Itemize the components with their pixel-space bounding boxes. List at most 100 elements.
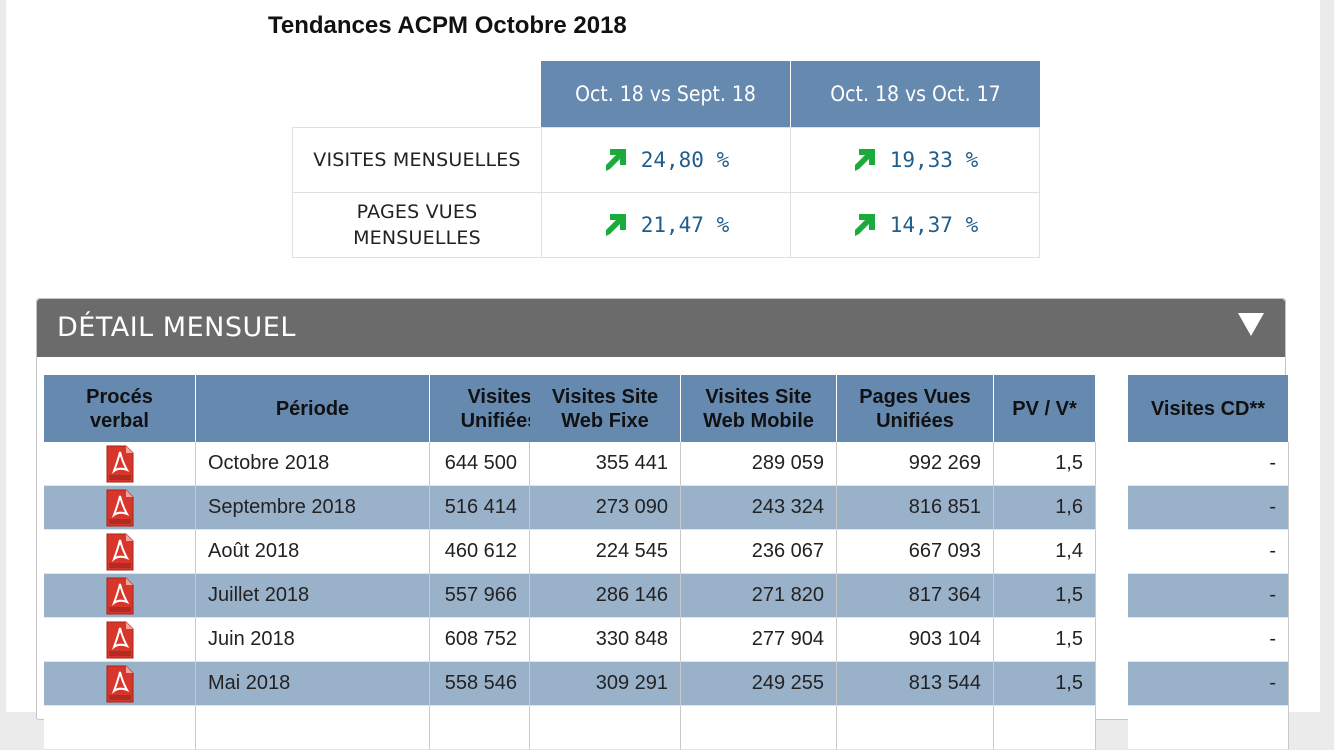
cell-pv-v: 1,5 <box>994 662 1096 706</box>
col-header-web-mobile: Visites Site Web Mobile <box>681 375 837 442</box>
cell-periode: Septembre 2018 <box>196 486 430 530</box>
cell-pdf[interactable] <box>44 530 196 574</box>
col-header-periode: Période <box>196 375 430 442</box>
cell-web-mobile-text: 236 067 <box>751 540 824 562</box>
cell-periode-text: Juin 2018 <box>208 628 295 650</box>
cell-periode: Août 2018 <box>196 530 430 574</box>
col-header-visites-cd: Visites CD** <box>1128 375 1289 442</box>
cell-visites-cd: - <box>1128 530 1289 574</box>
cell-web-fixe: 273 090 <box>530 486 681 530</box>
cell-web-mobile: 249 255 <box>681 662 837 706</box>
cell-pages-vues-text: 817 364 <box>908 584 981 606</box>
triangle-down-icon[interactable] <box>1237 312 1265 338</box>
cell-pdf[interactable] <box>44 574 196 618</box>
col-header-line: Web Fixe <box>561 409 649 432</box>
cell-visites-unifiees: 460 612 <box>430 530 530 574</box>
cell-web-fixe-text: 355 441 <box>595 452 668 474</box>
cell-pdf <box>44 706 196 750</box>
pdf-file-icon[interactable] <box>105 665 135 703</box>
cell-periode: Octobre 2018 <box>196 442 430 486</box>
col-header-line: PV / V* <box>1012 397 1077 420</box>
cell-pages-vues: 813 544 <box>837 662 994 706</box>
col-header-line: Procés <box>86 385 153 408</box>
cell-pdf[interactable] <box>44 486 196 530</box>
cell-periode <box>196 706 430 750</box>
cell-web-mobile-text: 289 059 <box>751 452 824 474</box>
trends-header-month: Oct. 18 vs Sept. 18 <box>541 61 790 127</box>
cell-pdf[interactable] <box>44 442 196 486</box>
col-header-line: Visites Site <box>705 385 812 408</box>
cell-periode: Juin 2018 <box>196 618 430 662</box>
detail-panel-header[interactable]: DÉTAIL MENSUEL <box>37 299 1285 357</box>
cell-web-fixe-text: 273 090 <box>595 496 668 518</box>
page-title: Tendances ACPM Octobre 2018 <box>268 12 627 39</box>
cell-periode-text: Août 2018 <box>208 540 300 562</box>
cell-pv-v-text: 1,6 <box>1055 496 1083 518</box>
cell-pv-v: 1,6 <box>994 486 1096 530</box>
pdf-file-icon[interactable] <box>105 489 135 527</box>
cell-visites-cd-text: - <box>1269 584 1276 606</box>
trends-cell: 19,33 % <box>790 127 1040 193</box>
cell-web-fixe: 286 146 <box>530 574 681 618</box>
cell-visites-cd-text: - <box>1269 496 1276 518</box>
cell-web-mobile-text: 271 820 <box>751 584 824 606</box>
cell-periode-text: Septembre 2018 <box>208 496 356 518</box>
col-header-pages-vues: Pages Vues Unifiées <box>837 375 994 442</box>
cell-visites-unifiees: 644 500 <box>430 442 530 486</box>
cell-visites-cd-text: - <box>1269 628 1276 650</box>
col-header-line: Visites Site <box>551 385 659 408</box>
cell-visites-unifiees-text: 516 414 <box>444 496 517 518</box>
trends-value: 21,47 % <box>640 213 730 237</box>
cell-pages-vues: 816 851 <box>837 486 994 530</box>
cell-web-mobile-text: 249 255 <box>751 672 824 694</box>
cell-visites-cd: - <box>1128 486 1289 530</box>
cell-visites-cd <box>1128 706 1289 750</box>
pdf-file-icon[interactable] <box>105 621 135 659</box>
trends-value: 24,80 % <box>640 148 730 172</box>
pdf-file-icon[interactable] <box>105 577 135 615</box>
cell-visites-unifiees: 516 414 <box>430 486 530 530</box>
cell-pages-vues: 903 104 <box>837 618 994 662</box>
cell-visites-unifiees: 558 546 <box>430 662 530 706</box>
trends-cell: 21,47 % <box>541 192 791 258</box>
cell-pv-v: 1,5 <box>994 574 1096 618</box>
col-header-line: Période <box>275 397 350 420</box>
cell-visites-unifiees <box>430 706 530 750</box>
cell-web-mobile: 243 324 <box>681 486 837 530</box>
cell-web-fixe: 224 545 <box>530 530 681 574</box>
trend-up-arrow-icon <box>605 214 626 236</box>
cell-visites-unifiees-text: 558 546 <box>444 672 517 694</box>
cell-periode-text: Juillet 2018 <box>208 584 310 606</box>
pdf-file-icon[interactable] <box>105 445 135 483</box>
cell-pages-vues-text: 903 104 <box>908 628 981 650</box>
trends-row-label-line2: MENSUELLES <box>353 227 481 249</box>
trend-up-arrow-icon <box>854 149 875 171</box>
trends-row-label-pages: PAGES VUES MENSUELLES <box>292 192 542 258</box>
cell-pages-vues-text: 992 269 <box>908 452 981 474</box>
cell-pages-vues: 992 269 <box>837 442 994 486</box>
cell-pages-vues-text: 667 093 <box>908 540 981 562</box>
cell-web-mobile: 271 820 <box>681 574 837 618</box>
cell-web-fixe <box>530 706 681 750</box>
cell-web-fixe: 309 291 <box>530 662 681 706</box>
cell-visites-cd: - <box>1128 662 1289 706</box>
cell-visites-cd-text: - <box>1269 452 1276 474</box>
pdf-file-icon[interactable] <box>105 533 135 571</box>
cell-web-mobile: 289 059 <box>681 442 837 486</box>
cell-web-fixe-text: 224 545 <box>595 540 668 562</box>
cell-visites-unifiees-text: 557 966 <box>444 584 517 606</box>
col-header-proces-verbal: Procés verbal <box>44 375 196 442</box>
cell-web-fixe: 330 848 <box>530 618 681 662</box>
cell-web-fixe-text: 330 848 <box>595 628 668 650</box>
cell-pv-v: 1,5 <box>994 442 1096 486</box>
trends-cell: 24,80 % <box>541 127 791 193</box>
cell-pdf[interactable] <box>44 618 196 662</box>
cell-pages-vues-text: 816 851 <box>908 496 981 518</box>
cell-pdf[interactable] <box>44 662 196 706</box>
col-header-line: Visites CD** <box>1150 397 1266 420</box>
col-header-web-fixe: Visites Site Web Fixe <box>530 375 681 442</box>
cell-pv-v: 1,5 <box>994 618 1096 662</box>
trends-row-label-text: VISITES MENSUELLES <box>313 149 521 171</box>
cell-periode: Mai 2018 <box>196 662 430 706</box>
cell-visites-cd-text: - <box>1269 540 1276 562</box>
